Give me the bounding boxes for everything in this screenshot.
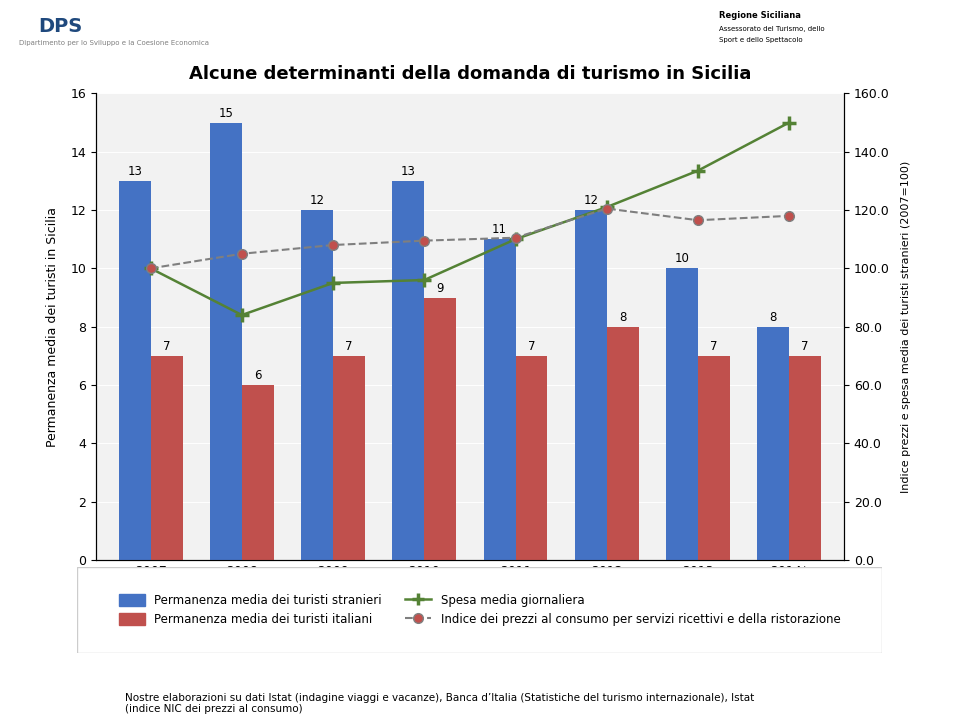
Text: 11: 11 bbox=[492, 223, 507, 236]
Bar bbox=[210, 123, 242, 560]
Bar bbox=[483, 239, 516, 560]
FancyBboxPatch shape bbox=[77, 567, 882, 653]
Text: Assessorato del Turismo, dello: Assessorato del Turismo, dello bbox=[719, 26, 825, 32]
Bar bbox=[301, 210, 333, 560]
Text: Sport e dello Spettacolo: Sport e dello Spettacolo bbox=[719, 37, 803, 43]
Text: 15: 15 bbox=[219, 106, 233, 120]
Bar bbox=[424, 297, 456, 560]
Text: Regione Siciliana: Regione Siciliana bbox=[719, 11, 801, 21]
Text: 7: 7 bbox=[527, 340, 535, 353]
Bar bbox=[698, 356, 730, 560]
Bar bbox=[392, 181, 424, 560]
Text: 9: 9 bbox=[436, 281, 444, 294]
Text: 10: 10 bbox=[674, 253, 690, 266]
Bar bbox=[607, 327, 639, 560]
Bar bbox=[119, 181, 151, 560]
Text: 7: 7 bbox=[163, 340, 171, 353]
Bar bbox=[151, 356, 182, 560]
Text: Nostre elaborazioni su dati Istat (indagine viaggi e vacanze), Banca d’Italia (S: Nostre elaborazioni su dati Istat (indag… bbox=[125, 693, 754, 714]
Text: 7: 7 bbox=[345, 340, 353, 353]
Text: Dipartimento per lo Sviluppo e la Coesione Economica: Dipartimento per lo Sviluppo e la Coesio… bbox=[19, 40, 209, 46]
Text: 12: 12 bbox=[310, 194, 324, 207]
Title: Alcune determinanti della domanda di turismo in Sicilia: Alcune determinanti della domanda di tur… bbox=[189, 65, 751, 83]
Text: 8: 8 bbox=[619, 311, 626, 324]
Text: 7: 7 bbox=[711, 340, 717, 353]
Y-axis label: Permanenza media dei turisti in Sicilia: Permanenza media dei turisti in Sicilia bbox=[46, 207, 59, 447]
Bar bbox=[574, 210, 607, 560]
Bar bbox=[789, 356, 821, 560]
Bar bbox=[516, 356, 548, 560]
Text: DPS: DPS bbox=[38, 17, 82, 36]
Text: 13: 13 bbox=[128, 165, 142, 178]
Text: 7: 7 bbox=[802, 340, 808, 353]
Text: 8: 8 bbox=[769, 311, 777, 324]
Y-axis label: Indice prezzi e spesa media dei turisti stranieri (2007=100): Indice prezzi e spesa media dei turisti … bbox=[901, 161, 911, 493]
Bar bbox=[758, 327, 789, 560]
Text: 6: 6 bbox=[254, 369, 262, 382]
Bar bbox=[667, 269, 698, 560]
Bar bbox=[242, 385, 273, 560]
Text: 12: 12 bbox=[583, 194, 598, 207]
Bar bbox=[333, 356, 365, 560]
Text: 13: 13 bbox=[401, 165, 416, 178]
Legend: Permanenza media dei turisti stranieri, Permanenza media dei turisti italiani, S: Permanenza media dei turisti stranieri, … bbox=[113, 589, 846, 632]
